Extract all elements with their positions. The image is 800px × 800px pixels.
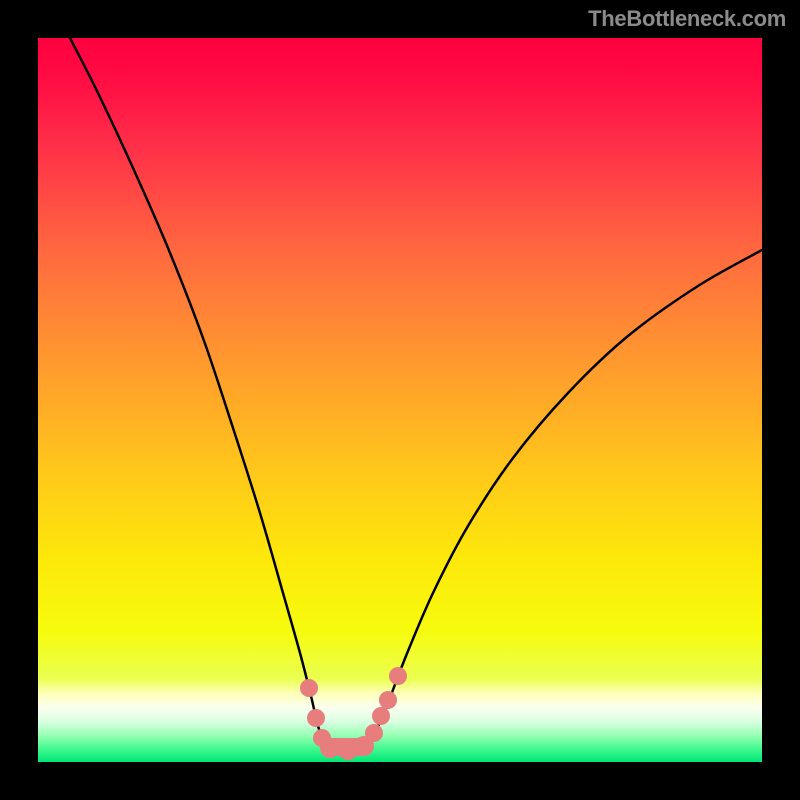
watermark-text: TheBottleneck.com xyxy=(588,6,786,32)
plot-svg xyxy=(38,38,762,762)
chart-frame: TheBottleneck.com xyxy=(0,0,800,800)
plot-area xyxy=(38,38,762,762)
gradient-background xyxy=(38,38,762,762)
